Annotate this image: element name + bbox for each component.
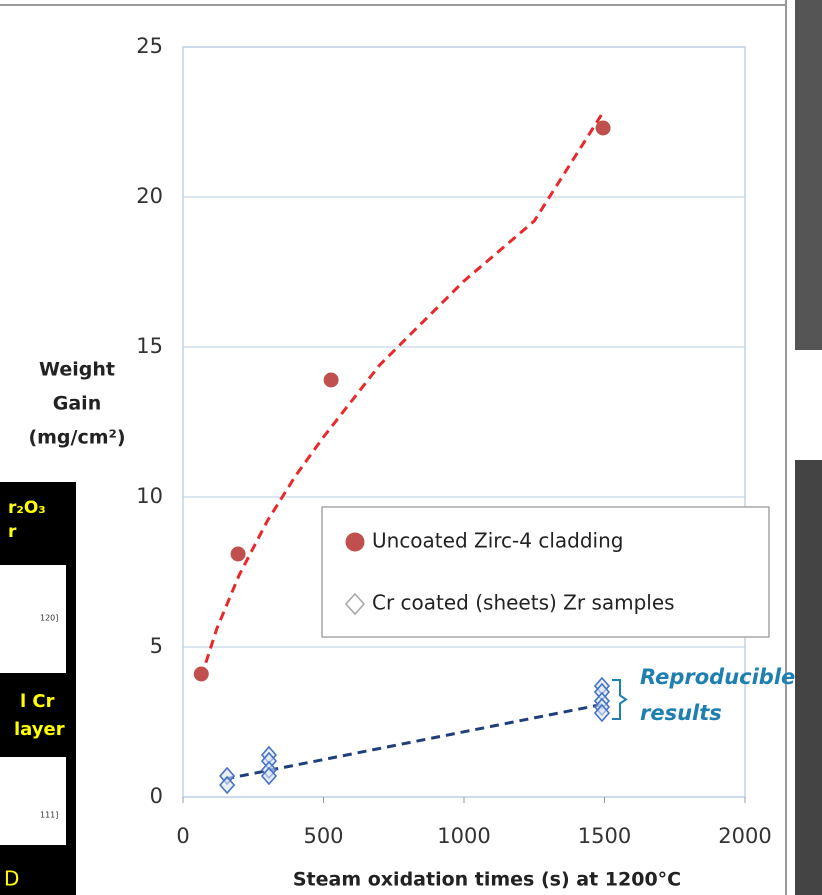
annotation-bracket (612, 680, 626, 719)
data-point (324, 373, 339, 388)
data-point (596, 121, 611, 136)
annotation: results (640, 701, 722, 725)
y-tick-label: 15 (136, 334, 163, 358)
legend-label: Cr coated (sheets) Zr samples (372, 591, 675, 615)
y-tick-label: 10 (136, 484, 163, 508)
y-axis-title: Gain (53, 393, 101, 415)
x-tick-label: 1000 (437, 824, 490, 848)
x-tick-label: 1500 (578, 824, 631, 848)
annotation: Reproducible (640, 665, 795, 689)
panel-text: r₂O₃ (8, 498, 46, 518)
panel-text: r (8, 522, 17, 542)
legend-label: Uncoated Zirc-4 cladding (372, 529, 623, 553)
y-tick-label: 0 (150, 784, 163, 808)
data-point (231, 547, 246, 562)
y-tick-label: 20 (136, 184, 163, 208)
panel-text: D (4, 867, 19, 891)
chart: 0 5 10 15 20 25 0 500 1000 1500 2000 Steam oxidatio… (28, 34, 795, 891)
trend-line (225, 704, 604, 779)
legend-box (322, 507, 769, 637)
y-axis-title: Weight (39, 359, 115, 381)
left-panel-image (0, 757, 66, 845)
data-point (194, 667, 209, 682)
legend-marker (346, 533, 365, 552)
x-axis-title: Steam oxidation times (s) at 1200°C (293, 869, 681, 891)
panel-text: layer (14, 719, 65, 740)
panel-text: 120] (40, 614, 58, 623)
x-tick-label: 500 (303, 824, 343, 848)
panel-text: 111] (40, 811, 58, 820)
slide: r₂O₃ r 120] l Cr layer 111] D 0 5 10 15 20 25… (0, 0, 822, 895)
y-tick-label: 5 (150, 634, 163, 658)
y-axis-title: (mg/cm²) (28, 427, 125, 449)
side-image (795, 460, 822, 895)
y-tick-label: 25 (136, 34, 163, 58)
x-tick-label: 0 (176, 824, 189, 848)
x-tick-label: 2000 (718, 824, 771, 848)
panel-text: l Cr (20, 691, 55, 712)
side-image (795, 0, 822, 350)
